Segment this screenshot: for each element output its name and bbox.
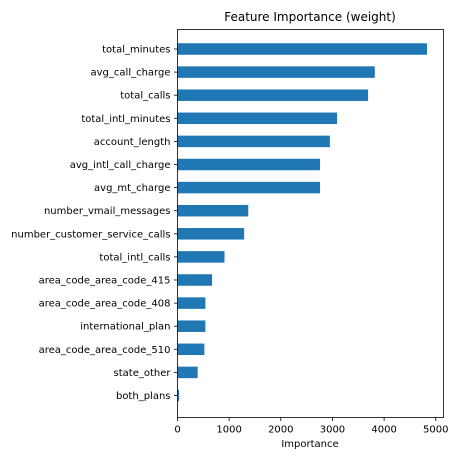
y-tick-label: number_vmail_messages: [44, 206, 171, 217]
plot-frame: [177, 29, 444, 418]
y-tick-label: total_calls: [120, 91, 170, 102]
y-tick-label: area_code_area_code_408: [39, 299, 171, 310]
x-tick-label: 2000: [268, 425, 293, 436]
y-tick-label: area_code_area_code_510: [39, 345, 171, 356]
y-tick-label: avg_intl_call_charge: [70, 160, 171, 171]
bars-layer: [177, 43, 427, 402]
x-tick-label: 1000: [216, 425, 241, 436]
y-tick-label: account_length: [94, 137, 171, 148]
bar-avg_intl_call_charge: [177, 158, 321, 171]
y-tick-label: state_other: [114, 368, 172, 379]
bar-state_other: [177, 366, 198, 379]
x-tick-label: 4000: [371, 425, 396, 436]
bar-total_minutes: [177, 43, 427, 55]
bar-number_vmail_messages: [177, 204, 249, 217]
y-tick-label: international_plan: [80, 322, 170, 333]
y-tick-label: both_plans: [116, 391, 171, 402]
bar-area_code_area_code_415: [177, 274, 213, 286]
y-tick-label: avg_mt_charge: [94, 183, 170, 194]
y-tick-label: total_intl_minutes: [81, 114, 170, 125]
bar-area_code_area_code_510: [177, 343, 205, 356]
y-axis-ticks: total_minutes avg_call_charge total_callst…: [11, 45, 178, 402]
bar-number_customer_service_calls: [177, 228, 245, 240]
bar-area_code_area_code_408: [177, 297, 206, 309]
x-tick-label: 0: [174, 425, 180, 436]
y-tick-label: number_customer_service_calls: [11, 229, 170, 240]
bar-international_plan: [177, 320, 206, 332]
y-tick-label: total_minutes: [102, 45, 170, 56]
y-tick-label: avg_call_charge: [91, 68, 171, 79]
bar-total_intl_calls: [177, 251, 225, 263]
bar-avg_mt_charge: [177, 181, 321, 194]
bar-account_length: [177, 135, 330, 148]
chart-title: Feature Importance (weight): [224, 10, 396, 24]
bar-avg_call_charge: [177, 66, 375, 78]
x-tick-label: 3000: [320, 425, 345, 436]
bar-total_calls: [177, 89, 369, 101]
y-tick-label: total_intl_calls: [99, 252, 170, 263]
x-axis-title: Importance: [281, 439, 338, 450]
bar-both_plans: [177, 389, 180, 402]
x-axis-ticks: 0 1000 2000 3000 4000 5000: [174, 417, 448, 436]
y-tick-label: area_code_area_code_415: [39, 276, 171, 287]
bar-total_intl_minutes: [177, 112, 338, 125]
x-tick-label: 5000: [423, 425, 448, 436]
